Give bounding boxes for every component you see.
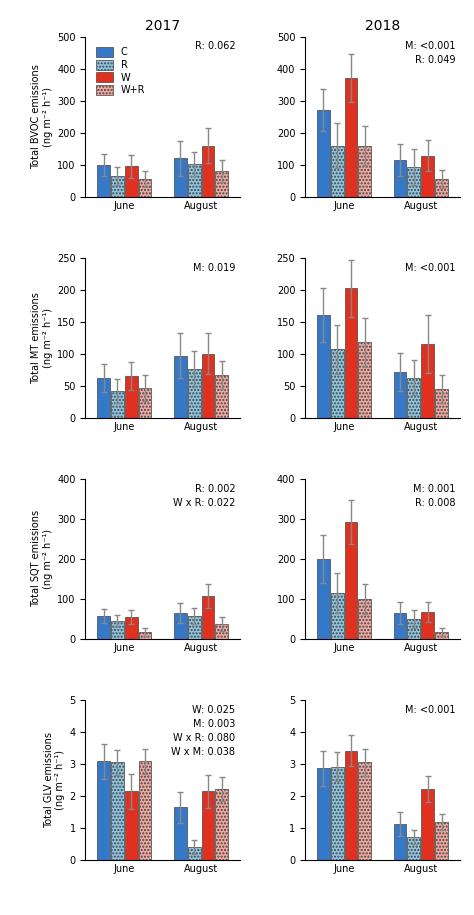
Legend: C, R, W, W+R: C, R, W, W+R	[92, 43, 149, 99]
Bar	[393, 613, 407, 639]
Bar	[435, 823, 448, 860]
Bar	[111, 621, 124, 639]
Bar	[345, 522, 357, 639]
Bar	[408, 837, 420, 860]
Title: 2018: 2018	[365, 18, 400, 33]
Bar	[393, 824, 407, 860]
Bar	[317, 111, 330, 197]
Bar	[435, 389, 448, 418]
Bar	[138, 761, 152, 860]
Bar	[435, 179, 448, 197]
Bar	[358, 342, 371, 418]
Bar	[97, 165, 110, 197]
Bar	[201, 145, 214, 197]
Bar	[125, 791, 137, 860]
Bar	[215, 789, 228, 860]
Bar	[97, 616, 110, 639]
Text: M: 0.001
R: 0.008: M: 0.001 R: 0.008	[413, 484, 455, 508]
Bar	[345, 288, 357, 418]
Bar	[97, 378, 110, 418]
Y-axis label: Total SQT emissions
(ng m⁻² h⁻¹): Total SQT emissions (ng m⁻² h⁻¹)	[31, 511, 53, 608]
Bar	[345, 750, 357, 860]
Bar	[138, 388, 152, 418]
Bar	[174, 158, 187, 197]
Text: M: <0.001: M: <0.001	[405, 263, 455, 273]
Bar	[138, 179, 152, 197]
Bar	[111, 176, 124, 197]
Bar	[215, 375, 228, 418]
Text: M: 0.019: M: 0.019	[193, 263, 236, 273]
Bar	[421, 156, 434, 197]
Bar	[345, 79, 357, 197]
Y-axis label: Total BVOC emissions
(ng m⁻² h⁻¹): Total BVOC emissions (ng m⁻² h⁻¹)	[31, 64, 53, 169]
Title: 2017: 2017	[145, 18, 180, 33]
Bar	[408, 619, 420, 639]
Text: W: 0.025
M: 0.003
W x R: 0.080
W x M: 0.038: W: 0.025 M: 0.003 W x R: 0.080 W x M: 0.…	[172, 705, 236, 757]
Bar	[125, 167, 137, 197]
Bar	[331, 767, 344, 860]
Bar	[317, 316, 330, 418]
Bar	[393, 160, 407, 197]
Bar	[421, 612, 434, 639]
Bar	[111, 762, 124, 860]
Bar	[174, 356, 187, 418]
Text: R: 0.062: R: 0.062	[195, 41, 236, 51]
Text: R: 0.002
W x R: 0.022: R: 0.002 W x R: 0.022	[173, 484, 236, 508]
Bar	[97, 761, 110, 860]
Bar	[331, 145, 344, 197]
Bar	[188, 164, 201, 197]
Bar	[188, 369, 201, 418]
Bar	[201, 354, 214, 418]
Bar	[421, 789, 434, 860]
Y-axis label: Total GLV emissions
(ng m⁻² h⁻¹): Total GLV emissions (ng m⁻² h⁻¹)	[44, 732, 65, 828]
Bar	[317, 559, 330, 639]
Bar	[174, 613, 187, 639]
Bar	[125, 376, 137, 418]
Bar	[408, 378, 420, 418]
Bar	[421, 344, 434, 418]
Bar	[358, 145, 371, 197]
Bar	[331, 593, 344, 639]
Bar	[215, 624, 228, 639]
Y-axis label: Total MT emissions
(ng m⁻² h⁻¹): Total MT emissions (ng m⁻² h⁻¹)	[31, 292, 53, 383]
Bar	[215, 171, 228, 197]
Bar	[358, 762, 371, 860]
Bar	[358, 599, 371, 639]
Bar	[188, 616, 201, 639]
Bar	[331, 350, 344, 418]
Bar	[317, 768, 330, 860]
Bar	[174, 807, 187, 860]
Bar	[435, 631, 448, 639]
Bar	[138, 631, 152, 639]
Bar	[188, 846, 201, 860]
Bar	[408, 167, 420, 197]
Bar	[393, 371, 407, 418]
Text: M: <0.001: M: <0.001	[405, 705, 455, 715]
Bar	[201, 596, 214, 639]
Bar	[201, 791, 214, 860]
Bar	[125, 617, 137, 639]
Bar	[111, 391, 124, 418]
Text: M: <0.001
R: 0.049: M: <0.001 R: 0.049	[405, 41, 455, 65]
